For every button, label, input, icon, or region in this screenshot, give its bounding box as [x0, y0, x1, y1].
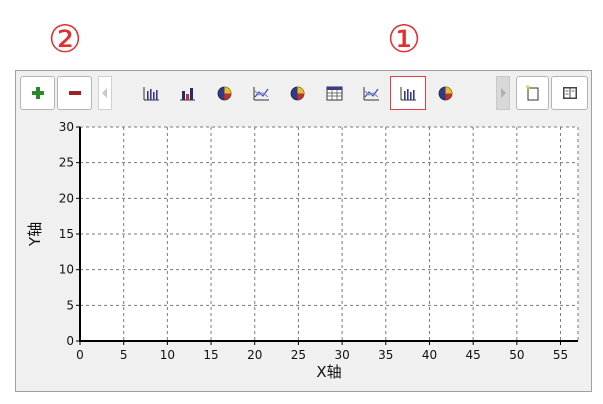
chart-type-button-6[interactable] — [316, 76, 352, 110]
y-tick-label: 10 — [59, 263, 74, 277]
callout-number-1: ① — [387, 17, 422, 61]
toolbar-scroll-right-button[interactable] — [496, 76, 510, 110]
x-tick-label: 40 — [422, 348, 437, 362]
line-chart-icon — [253, 86, 269, 100]
toolbar-scroll-left-button[interactable] — [98, 76, 112, 110]
chevron-left-icon — [102, 88, 107, 98]
colored-bar-chart-icon — [179, 87, 195, 100]
x-tick-label: 15 — [203, 348, 218, 362]
x-tick-label: 20 — [247, 348, 262, 362]
chart-type-button-5[interactable] — [279, 76, 315, 110]
chart-type-button-8-selected[interactable] — [390, 76, 426, 110]
chart-type-button-3[interactable] — [206, 76, 242, 110]
x-tick-label: 55 — [553, 348, 568, 362]
chart-panel: 0 5 10 15 20 25 30 0 5 10 15 20 25 30 35 40 45 50 55 X轴 Y轴 — [15, 70, 592, 392]
table-icon — [326, 86, 342, 100]
chart-type-button-2[interactable] — [169, 76, 205, 110]
chart-type-button-1[interactable] — [133, 76, 169, 110]
new-document-icon — [525, 85, 538, 101]
remove-button[interactable] — [57, 76, 92, 110]
bar-chart-icon — [400, 86, 416, 100]
x-tick-label: 5 — [120, 348, 128, 362]
x-tick-label: 25 — [291, 348, 306, 362]
bar-chart-icon — [143, 86, 159, 100]
minus-icon — [68, 91, 81, 95]
y-tick-label: 15 — [59, 227, 74, 241]
line-chart-icon — [363, 86, 379, 100]
chart-type-strip — [116, 76, 492, 110]
pie-chart-icon — [290, 86, 304, 100]
x-tick-label: 45 — [466, 348, 481, 362]
add-button[interactable] — [20, 76, 55, 110]
y-axis-label: Y轴 — [26, 222, 44, 247]
x-tick-label: 10 — [160, 348, 175, 362]
y-tick-label: 30 — [59, 120, 74, 134]
y-tick-label: 25 — [59, 156, 74, 170]
chart-type-button-9[interactable] — [427, 76, 463, 110]
x-tick-label: 50 — [509, 348, 524, 362]
pie-chart-icon — [438, 86, 452, 100]
help-book-button[interactable] — [551, 76, 588, 110]
chevron-right-icon — [501, 88, 506, 98]
book-icon — [562, 87, 577, 99]
x-tick-label: 30 — [334, 348, 349, 362]
new-chart-button[interactable] — [516, 76, 549, 110]
plus-icon — [31, 87, 44, 99]
chart-toolbar — [16, 71, 591, 117]
y-tick-label: 0 — [66, 334, 74, 348]
x-tick-label: 35 — [378, 348, 393, 362]
callout-number-2: ② — [48, 17, 83, 61]
chart-type-button-7[interactable] — [353, 76, 389, 110]
y-tick-label: 5 — [66, 298, 74, 312]
chart-type-button-4[interactable] — [243, 76, 279, 110]
x-tick-label: 0 — [76, 348, 84, 362]
chart-plot: 0 5 10 15 20 25 30 0 5 10 15 20 25 30 35 40 45 50 55 X轴 Y轴 — [26, 120, 579, 381]
y-tick-label: 20 — [59, 191, 74, 205]
pie-chart-icon — [217, 86, 231, 100]
x-axis-label: X轴 — [316, 363, 341, 381]
